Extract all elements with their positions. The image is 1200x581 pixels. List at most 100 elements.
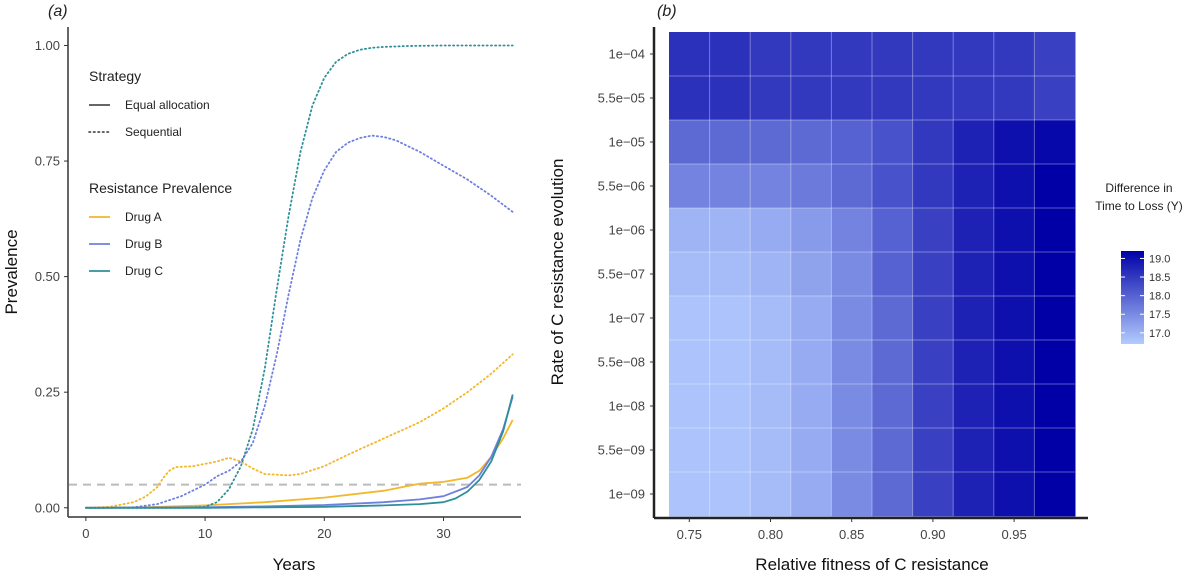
y-tick-label: 1e−08 bbox=[608, 399, 645, 414]
panel-a-ticks: 0.00 0.25 0.50 0.75 1.00 0 10 20 30 bbox=[35, 38, 451, 541]
panel-a-legend: Strategy Equal allocation Sequential Res… bbox=[88, 68, 232, 278]
y-tick-label: 5.5e−06 bbox=[598, 179, 645, 194]
heatmap-cell bbox=[953, 296, 995, 341]
legend-strategy-title: Strategy bbox=[89, 68, 141, 84]
heatmap-cell bbox=[1034, 384, 1076, 429]
heatmap-cell bbox=[831, 472, 873, 517]
panel-b-ticks: 1e−04 5.5e−05 1e−05 5.5e−06 1e−06 5.5e−07 1e−0… bbox=[598, 47, 1027, 543]
panel-a-x-axis-title: Years bbox=[273, 555, 316, 574]
heatmap-cell bbox=[912, 296, 954, 341]
colorbar-gradient bbox=[1121, 251, 1144, 344]
legend-drug-b: Drug B bbox=[125, 237, 162, 251]
series-drug-b-sequential bbox=[85, 134, 514, 509]
x-tick-label: 0.75 bbox=[677, 527, 702, 542]
panel-b-y-axis-title: Rate of C resistance evolution bbox=[548, 159, 567, 386]
heatmap-cell bbox=[872, 120, 914, 165]
colorbar-title-line1: Difference in bbox=[1105, 181, 1172, 195]
heatmap-cell bbox=[669, 296, 711, 341]
heatmap-cell bbox=[750, 384, 792, 429]
y-tick-label: 1e−04 bbox=[608, 47, 645, 62]
heatmap-cell bbox=[790, 120, 832, 165]
heatmap-cell bbox=[912, 208, 954, 253]
heatmap-cell bbox=[831, 120, 873, 165]
heatmap-cell bbox=[872, 340, 914, 385]
heatmap-cell bbox=[912, 384, 954, 429]
x-tick-label: 0.95 bbox=[1001, 527, 1026, 542]
heatmap-cell bbox=[993, 252, 1035, 297]
heatmap-cell bbox=[953, 164, 995, 209]
heatmap-cell bbox=[872, 472, 914, 517]
heatmap-cell bbox=[912, 340, 954, 385]
heatmap-cell bbox=[790, 472, 832, 517]
heatmap-cell bbox=[953, 208, 995, 253]
heatmap-cell bbox=[709, 120, 751, 165]
heatmap-cell bbox=[912, 252, 954, 297]
heatmap-cell bbox=[750, 252, 792, 297]
heatmap-cell bbox=[993, 76, 1035, 121]
heatmap-cell bbox=[669, 120, 711, 165]
legend-prevalence-title: Resistance Prevalence bbox=[89, 180, 232, 196]
heatmap-cell bbox=[993, 32, 1035, 77]
heatmap-cell bbox=[872, 164, 914, 209]
legend-drug-c: Drug C bbox=[125, 264, 163, 278]
heatmap-cell bbox=[750, 120, 792, 165]
heatmap-cell bbox=[750, 472, 792, 517]
heatmap-cell bbox=[669, 340, 711, 385]
heatmap-cell bbox=[709, 384, 751, 429]
heatmap-cell bbox=[669, 76, 711, 121]
heatmap-cell bbox=[831, 384, 873, 429]
panel-b-label: (b) bbox=[657, 3, 677, 20]
y-tick-label: 1e−05 bbox=[608, 135, 645, 150]
heatmap-cell bbox=[1034, 32, 1076, 77]
colorbar-tick-label: 18.5 bbox=[1149, 272, 1170, 284]
heatmap-cell bbox=[790, 340, 832, 385]
x-tick-label: 20 bbox=[317, 526, 331, 541]
colorbar-tick-label: 17.0 bbox=[1149, 328, 1170, 340]
heatmap-cell bbox=[1034, 120, 1076, 165]
y-tick-label: 5.5e−05 bbox=[598, 91, 645, 106]
heatmap-cell bbox=[953, 428, 995, 473]
legend-strategy-sequential: Sequential bbox=[125, 125, 182, 139]
heatmap-cell bbox=[750, 164, 792, 209]
heatmap-cell bbox=[993, 428, 1035, 473]
heatmap-cell bbox=[993, 340, 1035, 385]
heatmap-cell bbox=[709, 252, 751, 297]
heatmap-cell bbox=[669, 384, 711, 429]
heatmap-cell bbox=[790, 252, 832, 297]
x-tick-label: 30 bbox=[436, 526, 450, 541]
legend-strategy-equal: Equal allocation bbox=[125, 98, 210, 112]
heatmap-cell bbox=[912, 164, 954, 209]
x-tick-label: 0.80 bbox=[758, 527, 783, 542]
heatmap-cell bbox=[831, 32, 873, 77]
heatmap-cell bbox=[872, 296, 914, 341]
heatmap-cell bbox=[872, 32, 914, 77]
heatmap-cell bbox=[709, 76, 751, 121]
series-drug-a-sequential bbox=[85, 353, 514, 509]
heatmap-cell bbox=[953, 340, 995, 385]
x-tick-label: 0.85 bbox=[839, 527, 864, 542]
series-drug-c-equal-allocation bbox=[85, 394, 514, 509]
heatmap-cell bbox=[993, 296, 1035, 341]
heatmap-cell bbox=[790, 32, 832, 77]
heatmap-cell bbox=[993, 164, 1035, 209]
y-tick-label: 0.50 bbox=[35, 269, 60, 284]
heatmap-cell bbox=[831, 164, 873, 209]
heatmap-cell bbox=[709, 164, 751, 209]
heatmap-cell bbox=[709, 32, 751, 77]
legend-drug-a: Drug A bbox=[125, 210, 162, 224]
heatmap-cell bbox=[750, 428, 792, 473]
heatmap-cell bbox=[872, 76, 914, 121]
heatmap-cell bbox=[831, 340, 873, 385]
heatmap-cell bbox=[750, 76, 792, 121]
heatmap-cell bbox=[750, 296, 792, 341]
heatmap-cell bbox=[993, 472, 1035, 517]
heatmap-cell bbox=[993, 120, 1035, 165]
y-tick-label: 1e−07 bbox=[608, 311, 645, 326]
heatmap-cell bbox=[872, 384, 914, 429]
heatmap-cell bbox=[831, 76, 873, 121]
panel-a-label: (a) bbox=[48, 3, 68, 20]
heatmap-cell bbox=[709, 208, 751, 253]
heatmap-cell bbox=[1034, 164, 1076, 209]
heatmap-cell bbox=[1034, 296, 1076, 341]
